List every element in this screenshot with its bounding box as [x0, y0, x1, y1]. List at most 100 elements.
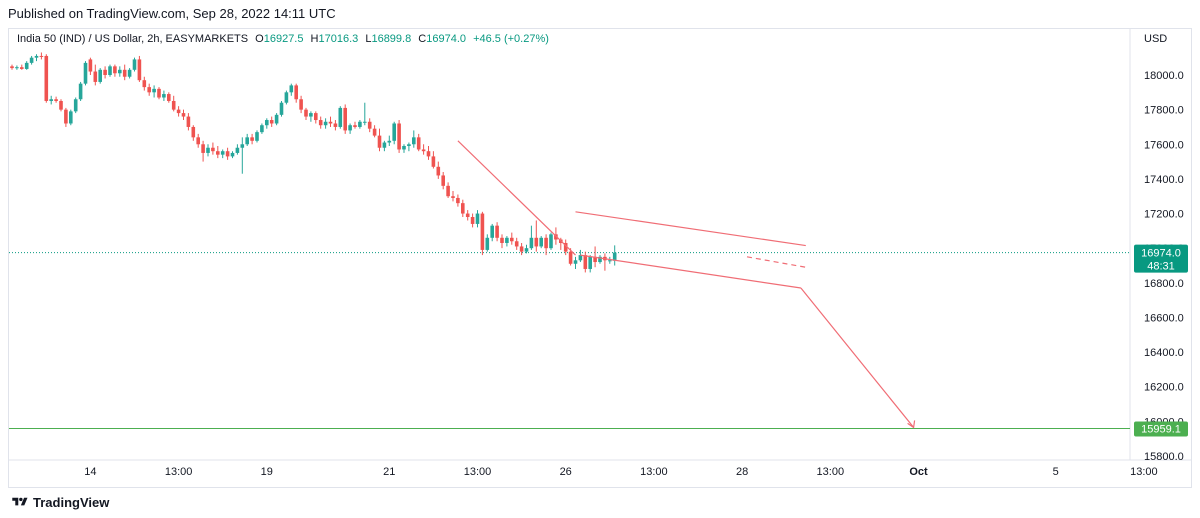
candle-body[interactable] — [500, 237, 504, 243]
candle-body[interactable] — [314, 113, 318, 121]
candle-body[interactable] — [612, 252, 617, 261]
candle-body[interactable] — [78, 83, 83, 100]
candle-body[interactable] — [103, 69, 107, 75]
channel-upper-line[interactable] — [575, 211, 806, 247]
candle-body[interactable] — [333, 123, 338, 127]
candle-body[interactable] — [392, 123, 396, 141]
candle-body[interactable] — [348, 125, 352, 131]
candle-body[interactable] — [181, 113, 186, 117]
candle-body[interactable] — [578, 255, 583, 261]
candle-body[interactable] — [402, 146, 406, 150]
candle-body[interactable] — [93, 71, 98, 82]
candle-body[interactable] — [387, 140, 392, 143]
candle-body[interactable] — [421, 149, 426, 152]
candle-body[interactable] — [167, 94, 171, 101]
candle-body[interactable] — [142, 80, 147, 88]
candle-body[interactable] — [598, 256, 602, 263]
candle-body[interactable] — [382, 142, 387, 148]
candle-body[interactable] — [583, 255, 588, 269]
candle-body[interactable] — [69, 111, 73, 124]
candle-body[interactable] — [608, 260, 612, 262]
candle-body[interactable] — [431, 156, 436, 167]
candle-body[interactable] — [456, 197, 460, 204]
candle-body[interactable] — [113, 66, 117, 74]
candle-body[interactable] — [568, 251, 573, 264]
candle-body[interactable] — [122, 69, 127, 77]
candle-body[interactable] — [299, 99, 303, 110]
candle-body[interactable] — [461, 203, 465, 214]
candle-body[interactable] — [132, 59, 137, 70]
candle-body[interactable] — [358, 121, 362, 127]
candle-body[interactable] — [216, 151, 220, 155]
candle-body[interactable] — [573, 260, 578, 264]
candle-body[interactable] — [73, 99, 78, 112]
candle-body[interactable] — [304, 109, 308, 117]
candle-body[interactable] — [505, 237, 509, 243]
candle-body[interactable] — [343, 107, 347, 131]
drop-trendline[interactable] — [457, 140, 576, 256]
candle-body[interactable] — [554, 234, 558, 240]
candle-body[interactable] — [220, 151, 225, 155]
candle-body[interactable] — [514, 241, 519, 247]
candle-body[interactable] — [235, 147, 240, 153]
candle-body[interactable] — [88, 59, 93, 72]
candle-body[interactable] — [470, 217, 475, 224]
candle-body[interactable] — [480, 213, 485, 250]
candle-body[interactable] — [108, 66, 112, 75]
tradingview-logo-icon[interactable] — [10, 496, 30, 508]
candle-body[interactable] — [255, 132, 259, 141]
candle-body[interactable] — [176, 109, 181, 114]
candle-body[interactable] — [191, 126, 196, 138]
candle-body[interactable] — [377, 135, 382, 148]
candle-body[interactable] — [289, 85, 294, 93]
candle-body[interactable] — [544, 237, 548, 249]
candle-body[interactable] — [240, 144, 245, 148]
candle-body[interactable] — [59, 100, 63, 110]
candle-body[interactable] — [118, 69, 122, 74]
candle-body[interactable] — [441, 175, 445, 186]
candle-body[interactable] — [245, 137, 249, 145]
candle-body[interactable] — [157, 88, 161, 98]
candle-body[interactable] — [98, 69, 102, 82]
candle-body[interactable] — [485, 237, 490, 250]
candle-body[interactable] — [490, 225, 494, 238]
candle-body[interactable] — [54, 99, 58, 101]
candle-body[interactable] — [495, 225, 499, 238]
candle-body[interactable] — [323, 121, 328, 126]
legend-symbol[interactable]: India 50 (IND) / US Dollar, 2h, EASYMARK… — [17, 33, 249, 45]
candle-body[interactable] — [10, 66, 14, 69]
candle-body[interactable] — [24, 62, 29, 69]
candle-body[interactable] — [274, 114, 279, 124]
candle-body[interactable] — [152, 88, 156, 93]
candle-body[interactable] — [201, 144, 205, 153]
candle-body[interactable] — [34, 55, 39, 58]
candle-body[interactable] — [367, 121, 372, 129]
candle-body[interactable] — [279, 102, 284, 115]
candle-body[interactable] — [328, 121, 333, 124]
candle-body[interactable] — [211, 147, 215, 152]
candle-body[interactable] — [529, 237, 534, 249]
candle-body[interactable] — [265, 120, 269, 126]
candle-body[interactable] — [250, 137, 254, 141]
candle-body[interactable] — [309, 113, 313, 117]
candle-body[interactable] — [225, 151, 230, 157]
candle-body[interactable] — [426, 151, 431, 157]
candle-body[interactable] — [397, 123, 401, 150]
candle-body[interactable] — [338, 107, 343, 127]
candle-body[interactable] — [407, 144, 411, 147]
candle-body[interactable] — [162, 94, 166, 98]
candle-body[interactable] — [446, 185, 450, 197]
candle-body[interactable] — [20, 67, 24, 69]
candle-body[interactable] — [353, 125, 357, 127]
candle-body[interactable] — [64, 109, 68, 124]
channel-lower-line[interactable] — [580, 254, 801, 289]
candle-body[interactable] — [260, 125, 264, 133]
candle-body[interactable] — [206, 147, 210, 153]
candle-body[interactable] — [465, 213, 470, 218]
candle-body[interactable] — [39, 55, 44, 57]
candle-body[interactable] — [230, 152, 235, 157]
candle-body[interactable] — [171, 100, 176, 110]
candle-body[interactable] — [15, 67, 19, 69]
candle-body[interactable] — [588, 256, 592, 269]
